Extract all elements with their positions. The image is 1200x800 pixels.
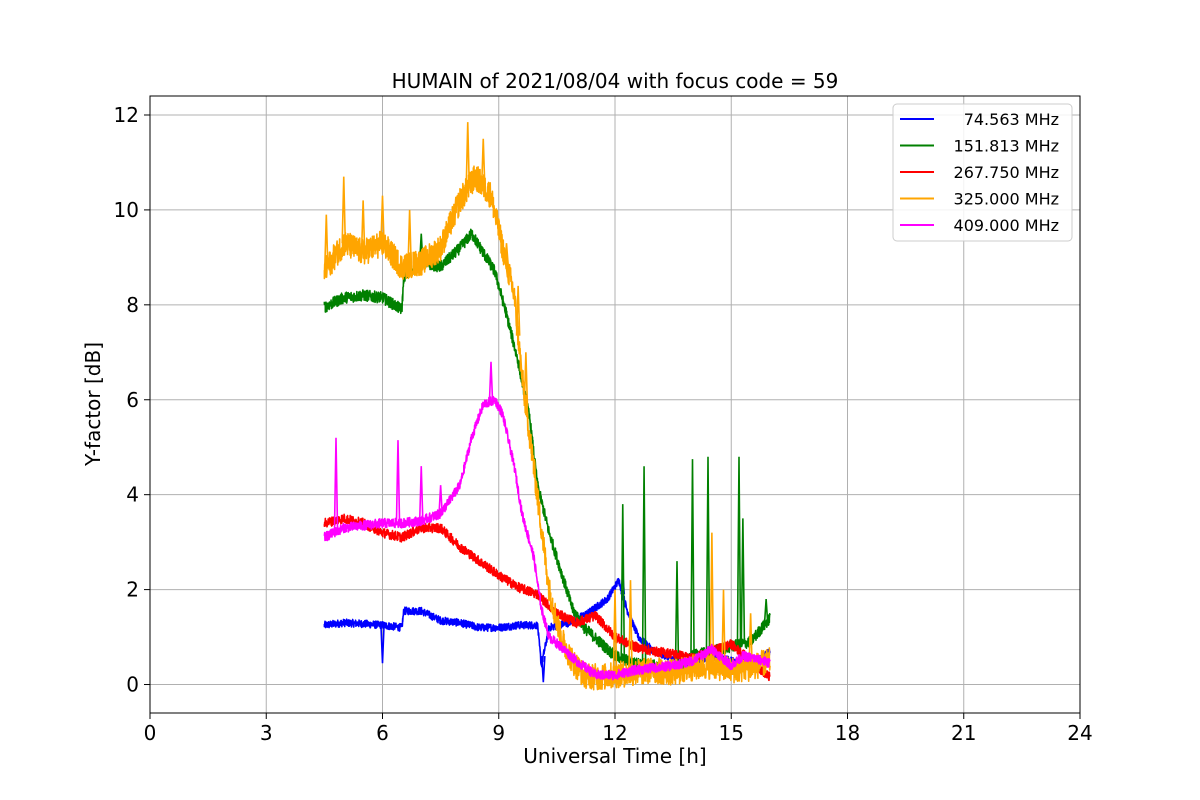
y-tick-label: 4 — [126, 483, 139, 507]
series-spike — [333, 437, 339, 532]
series-4 — [323, 361, 771, 681]
series-spike — [504, 243, 509, 264]
x-tick-label: 3 — [260, 721, 273, 745]
x-axis-label: Universal Time [h] — [523, 744, 706, 768]
y-axis-label: Y-factor [dB] — [81, 342, 105, 467]
y-tick-label: 10 — [114, 198, 139, 222]
y-tick-label: 6 — [126, 388, 139, 412]
series-spike — [709, 532, 715, 666]
series-spike — [323, 214, 329, 269]
series-spike — [515, 285, 521, 336]
series-spike — [740, 518, 746, 644]
x-tick-label: 21 — [951, 721, 976, 745]
x-tick-label: 18 — [835, 721, 860, 745]
series-spike — [540, 655, 546, 683]
series-spike — [763, 599, 769, 623]
series-spike — [418, 466, 424, 521]
series-spike — [395, 440, 401, 524]
series-line — [323, 228, 771, 678]
x-tick-label: 0 — [144, 721, 157, 745]
legend: 74.563 MHz 151.813 MHz 267.750 MHz 325.000 … — [892, 103, 1073, 242]
y-tick-label: 0 — [126, 673, 139, 697]
series-spike — [620, 504, 626, 659]
series-spike — [380, 625, 385, 664]
y-tick-label: 8 — [126, 293, 139, 317]
series-spike — [407, 209, 412, 265]
legend-box — [892, 103, 1073, 242]
legend-label: 325.000 MHz — [954, 190, 1059, 209]
series-spike — [748, 613, 753, 668]
series-spike — [360, 200, 366, 253]
x-tick-label: 24 — [1067, 721, 1092, 745]
legend-label: 151.813 MHz — [954, 137, 1059, 156]
series-spike — [488, 361, 494, 402]
legend-label: 409.000 MHz — [954, 216, 1059, 235]
chart-title: HUMAIN of 2021/08/04 with focus code = 5… — [392, 69, 839, 93]
series-line — [323, 165, 771, 691]
series-layer — [323, 122, 771, 691]
series-spike — [690, 459, 695, 657]
series-spike — [380, 195, 385, 244]
series-spike — [628, 580, 633, 674]
series-spike — [705, 456, 711, 653]
x-tick-label: 12 — [602, 721, 627, 745]
series-1 — [323, 228, 771, 678]
x-tick-label: 6 — [376, 721, 389, 745]
y-tick-label: 12 — [114, 103, 139, 127]
series-spike — [612, 589, 618, 676]
series-3 — [323, 122, 771, 691]
series-line — [323, 395, 771, 681]
series-spike — [480, 138, 486, 187]
legend-label: 74.563 MHz — [964, 110, 1059, 129]
series-spike — [341, 176, 347, 244]
series-spike — [465, 122, 471, 189]
legend-label: 267.750 MHz — [954, 163, 1059, 182]
x-tick-label: 15 — [719, 721, 744, 745]
series-spike — [721, 589, 726, 669]
y-tick-label: 2 — [126, 578, 139, 602]
series-spike — [674, 561, 680, 670]
series-spike — [438, 485, 443, 514]
series-spike — [641, 466, 647, 665]
series-spike — [523, 352, 529, 407]
x-tick-label: 9 — [492, 721, 505, 745]
series-spike — [736, 456, 742, 645]
grid — [149, 96, 1081, 713]
